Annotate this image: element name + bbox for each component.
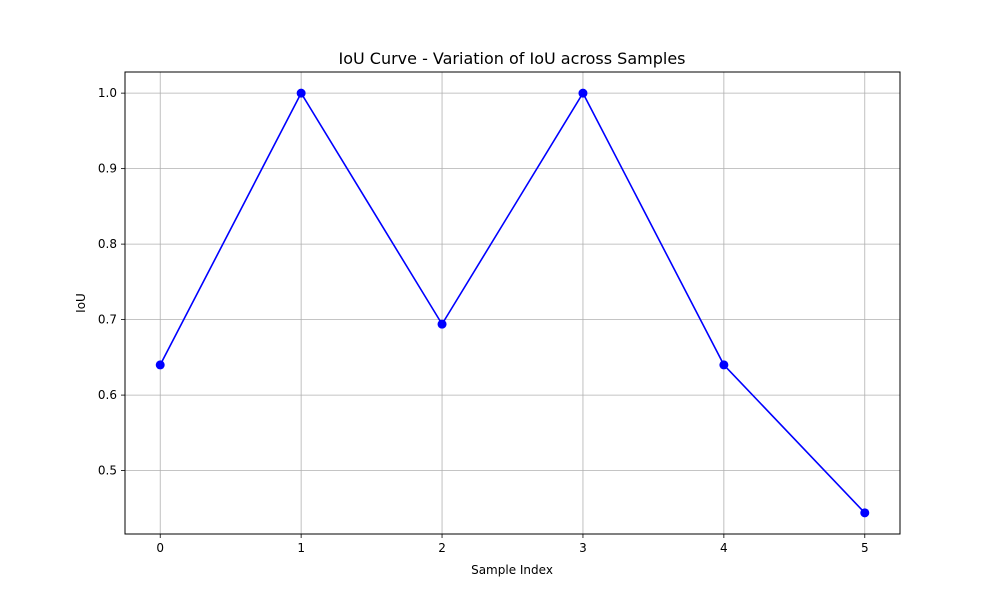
y-tick-label: 0.7 (98, 313, 117, 327)
x-tick-label: 3 (579, 541, 587, 555)
y-tick-label: 1.0 (98, 86, 117, 100)
x-tick-label: 1 (297, 541, 305, 555)
series-line (159, 91, 866, 514)
x-axis-label: Sample Index (471, 563, 553, 577)
data-point (719, 360, 729, 370)
x-tick-label: 0 (156, 541, 164, 555)
data-point (155, 360, 165, 370)
y-tick-label: 0.5 (98, 464, 117, 478)
data-point (437, 319, 447, 329)
x-tick-label: 4 (720, 541, 728, 555)
x-tick-label: 2 (438, 541, 446, 555)
plot-frame (124, 71, 901, 535)
chart-title: IoU Curve - Variation of IoU across Samp… (338, 49, 685, 68)
x-tick-label: 5 (861, 541, 869, 555)
y-tick-label: 0.9 (98, 162, 117, 176)
series-layer (155, 88, 870, 518)
data-point (578, 88, 588, 98)
y-tick-label: 0.8 (98, 237, 117, 251)
y-axis-label: IoU (74, 293, 88, 313)
axis-ticks: 0 1 2 3 4 5 0.5 0.6 0.7 0.8 0.9 1.0 (98, 86, 869, 555)
data-point (296, 88, 306, 98)
grid-lines (125, 72, 900, 534)
data-point (860, 508, 870, 518)
y-tick-label: 0.6 (98, 388, 117, 402)
